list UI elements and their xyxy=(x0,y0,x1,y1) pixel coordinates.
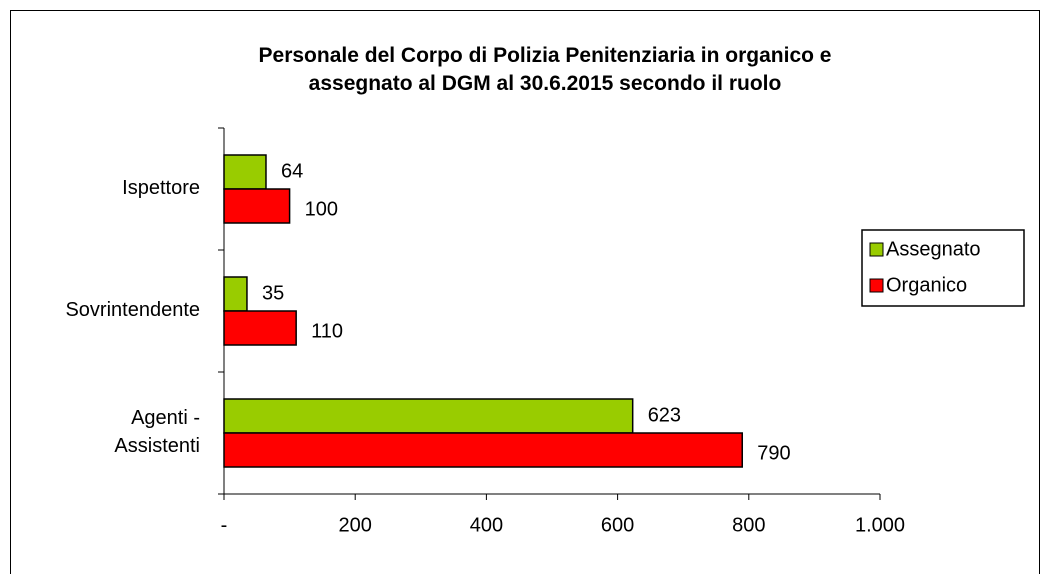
x-tick-label: 1.000 xyxy=(855,514,905,536)
x-tick-label: 400 xyxy=(470,514,503,536)
x-tick-label: - xyxy=(221,514,228,536)
bar xyxy=(223,188,291,224)
chart-title: Personale del Corpo di Polizia Penitenzi… xyxy=(259,44,832,95)
y-tick-label: Sovrintendente xyxy=(65,299,200,321)
legend-swatch xyxy=(869,278,884,293)
value-label: 64 xyxy=(281,160,303,182)
value-label: 110 xyxy=(311,320,343,342)
value-label: 35 xyxy=(262,282,284,304)
y-tick-label: Ispettore xyxy=(122,177,200,199)
bar xyxy=(223,154,267,190)
value-label: 790 xyxy=(757,442,790,464)
x-tick-label: 800 xyxy=(732,514,765,536)
bar xyxy=(223,432,743,468)
value-label: 100 xyxy=(305,198,338,220)
x-tick-label: 600 xyxy=(601,514,634,536)
value-label: 623 xyxy=(648,404,681,426)
bar xyxy=(223,398,634,434)
legend-label: Organico xyxy=(886,274,967,296)
bar xyxy=(223,276,248,312)
y-tick-label: Agenti -Assistenti xyxy=(114,407,200,457)
legend-label: Assegnato xyxy=(886,238,981,260)
bar xyxy=(223,310,297,346)
x-tick-label: 200 xyxy=(339,514,372,536)
legend-box xyxy=(861,229,1025,307)
legend-swatch xyxy=(869,242,884,257)
